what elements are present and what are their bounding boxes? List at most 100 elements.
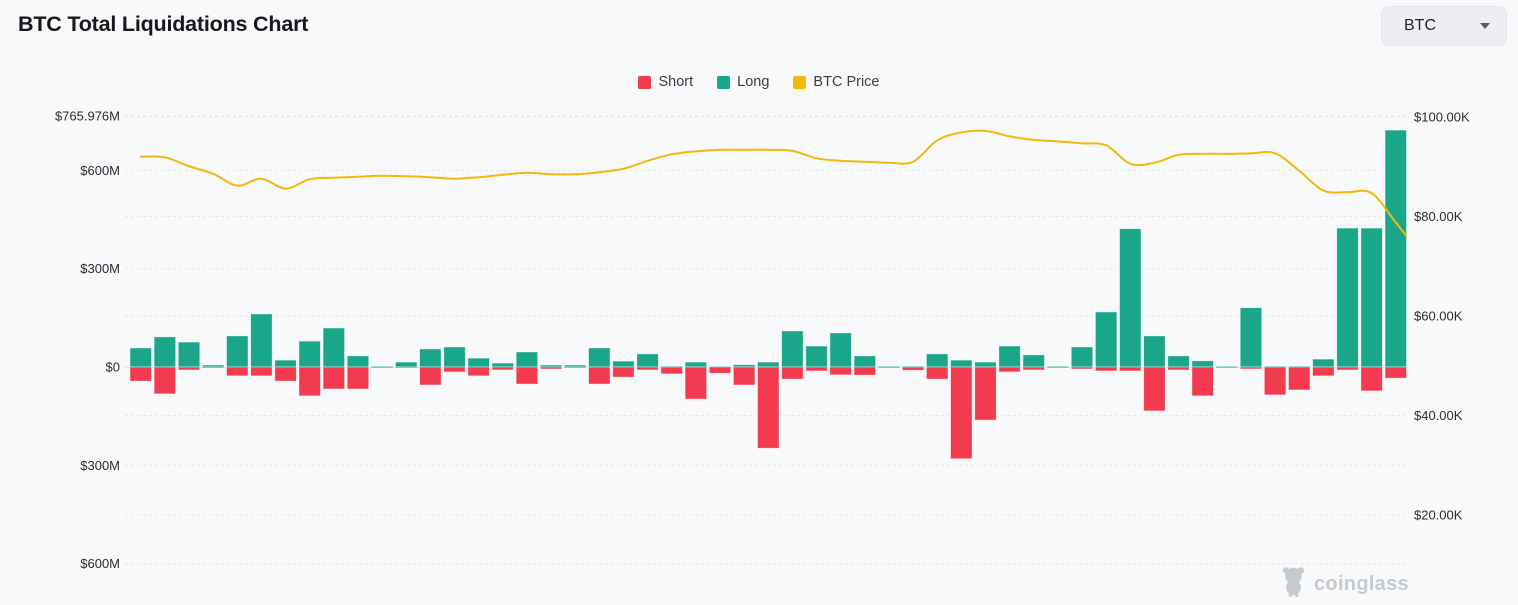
short-bar[interactable] xyxy=(853,366,876,376)
short-bar[interactable] xyxy=(757,366,780,449)
long-bar[interactable] xyxy=(805,345,828,368)
short-bar[interactable] xyxy=(539,366,563,370)
short-bar[interactable] xyxy=(1312,366,1335,377)
short-bar[interactable] xyxy=(1336,366,1359,371)
long-bar[interactable] xyxy=(757,361,780,368)
short-bar[interactable] xyxy=(1215,366,1238,369)
short-bar[interactable] xyxy=(564,366,587,369)
long-bar[interactable] xyxy=(1336,227,1359,368)
short-bar[interactable] xyxy=(998,366,1021,373)
long-bar[interactable] xyxy=(153,336,177,368)
long-bar[interactable] xyxy=(1384,129,1407,368)
short-bar[interactable] xyxy=(1360,366,1383,392)
short-bar[interactable] xyxy=(950,366,973,460)
short-bar[interactable] xyxy=(322,366,345,390)
short-bar[interactable] xyxy=(226,366,249,377)
short-bar[interactable] xyxy=(974,366,997,421)
long-bar[interactable] xyxy=(298,340,321,368)
short-bar[interactable] xyxy=(298,366,321,397)
short-bar[interactable] xyxy=(684,366,708,400)
long-bar[interactable] xyxy=(419,348,442,368)
long-bar[interactable] xyxy=(853,355,876,368)
short-bar[interactable] xyxy=(250,366,273,377)
long-bar[interactable] xyxy=(1143,335,1166,368)
short-bar[interactable] xyxy=(177,366,201,371)
coin-dropdown[interactable]: BTC xyxy=(1381,6,1507,46)
short-bar[interactable] xyxy=(1167,366,1190,371)
short-bar[interactable] xyxy=(708,366,732,374)
long-bar[interactable] xyxy=(467,357,490,368)
long-bar[interactable] xyxy=(829,332,852,368)
short-bar[interactable] xyxy=(1191,366,1214,397)
long-bar[interactable] xyxy=(1070,346,1094,368)
short-bar[interactable] xyxy=(129,366,152,382)
short-bar[interactable] xyxy=(1384,366,1407,379)
short-bar[interactable] xyxy=(1095,366,1118,372)
short-bar[interactable] xyxy=(1263,366,1287,396)
short-bar[interactable] xyxy=(829,366,852,376)
long-bar[interactable] xyxy=(636,353,659,368)
short-bar[interactable] xyxy=(370,366,394,369)
short-bar[interactable] xyxy=(346,366,370,390)
long-bar[interactable] xyxy=(926,353,949,368)
short-bar[interactable] xyxy=(274,366,297,382)
long-bar[interactable] xyxy=(1191,360,1214,368)
short-bar[interactable] xyxy=(1239,366,1263,370)
long-bar[interactable] xyxy=(1119,228,1142,368)
short-bar[interactable] xyxy=(926,366,949,380)
short-bar[interactable] xyxy=(395,366,418,369)
long-bar[interactable] xyxy=(346,355,370,368)
short-bar[interactable] xyxy=(515,366,539,385)
short-bar[interactable] xyxy=(1288,366,1311,391)
long-bar[interactable] xyxy=(781,330,804,368)
long-bar[interactable] xyxy=(443,346,466,368)
short-bar[interactable] xyxy=(202,366,225,369)
short-bar[interactable] xyxy=(877,366,901,369)
long-bar[interactable] xyxy=(1095,311,1118,368)
long-bar[interactable] xyxy=(491,362,514,368)
left-axis-tick: $600M xyxy=(80,556,120,571)
short-bar[interactable] xyxy=(588,366,611,385)
long-bar[interactable] xyxy=(322,327,345,368)
short-bar[interactable] xyxy=(805,366,828,372)
long-bar[interactable] xyxy=(129,347,152,368)
short-bar[interactable] xyxy=(636,366,659,371)
long-bar[interactable] xyxy=(1022,354,1045,368)
short-bar[interactable] xyxy=(781,366,804,380)
long-bar[interactable] xyxy=(177,341,201,368)
long-bar[interactable] xyxy=(998,345,1021,368)
long-bar[interactable] xyxy=(395,361,418,368)
short-bar[interactable] xyxy=(419,366,442,386)
short-bar[interactable] xyxy=(1070,366,1094,370)
long-bar[interactable] xyxy=(612,360,635,368)
long-bar[interactable] xyxy=(684,361,708,368)
short-bar[interactable] xyxy=(612,366,635,378)
legend-item-short[interactable]: Short xyxy=(638,74,693,90)
long-bar[interactable] xyxy=(274,359,297,368)
short-bar[interactable] xyxy=(660,366,683,375)
legend-item-btc-price[interactable]: BTC Price xyxy=(793,74,880,90)
short-bar[interactable] xyxy=(467,366,490,377)
short-bar[interactable] xyxy=(1119,366,1142,372)
long-bar[interactable] xyxy=(1360,227,1383,368)
short-bar[interactable] xyxy=(1143,366,1166,412)
short-bar[interactable] xyxy=(153,366,177,395)
short-bar[interactable] xyxy=(1046,366,1070,369)
short-bar[interactable] xyxy=(1022,366,1045,371)
long-bar[interactable] xyxy=(250,313,273,368)
long-bar[interactable] xyxy=(588,347,611,368)
long-bar[interactable] xyxy=(974,361,997,368)
short-bar[interactable] xyxy=(732,366,756,386)
long-bar[interactable] xyxy=(1239,307,1263,368)
short-bar[interactable] xyxy=(901,366,925,371)
long-bar[interactable] xyxy=(515,351,539,368)
legend-swatch xyxy=(638,75,652,89)
long-bar[interactable] xyxy=(1167,355,1190,368)
short-bar[interactable] xyxy=(443,366,466,373)
long-bar[interactable] xyxy=(1312,358,1335,368)
short-bar[interactable] xyxy=(491,366,514,371)
long-bar[interactable] xyxy=(226,335,249,368)
legend-item-long[interactable]: Long xyxy=(717,74,769,90)
long-bar[interactable] xyxy=(950,359,973,368)
